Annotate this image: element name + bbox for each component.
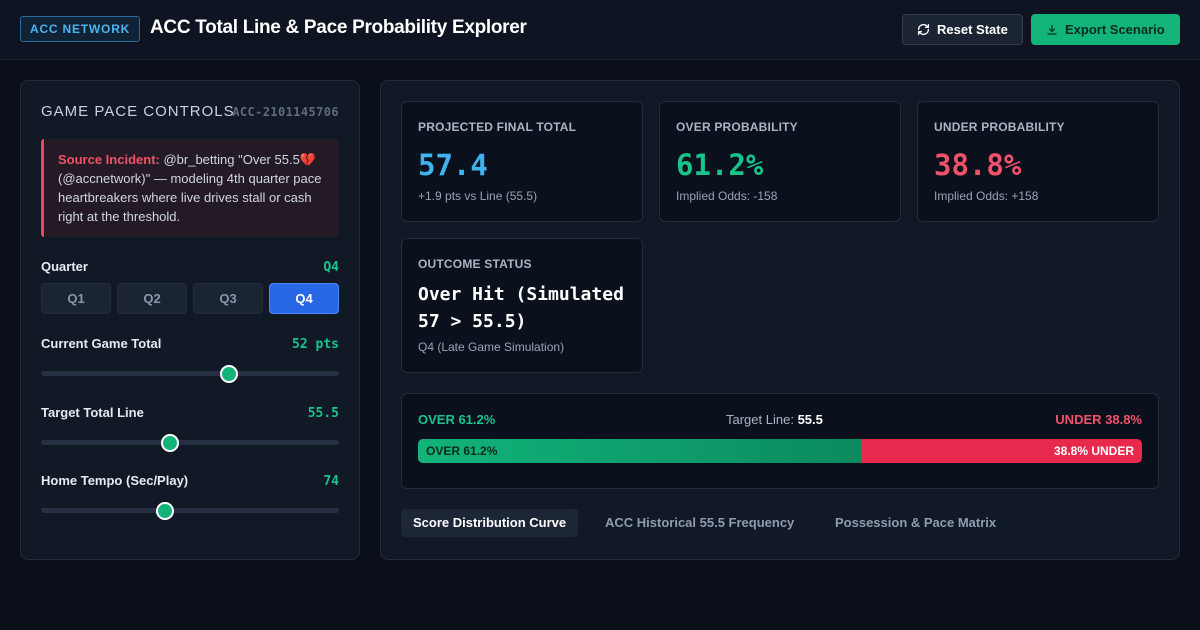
app-title: ACC Total Line & Pace Probability Explor… (150, 17, 527, 38)
target-line-heading: Target Line: 55.5 (726, 412, 823, 427)
tab-possession-pace-matrix[interactable]: Possession & Pace Matrix (835, 515, 997, 530)
over-probability-card: OVER PROBABILITY 61.2% Implied Odds: -15… (659, 101, 901, 222)
brand-badge: ACC NETWORK (20, 16, 141, 42)
over-probability-heading: OVER 61.2% (418, 412, 496, 427)
quarter-selector: Q1 Q2 Q3 Q4 (41, 283, 339, 314)
over-implied-odds: Implied Odds: -158 (676, 189, 778, 203)
home-tempo-label: Home Tempo (Sec/Play) (41, 473, 189, 488)
under-probability-heading: UNDER 38.8% (1055, 412, 1142, 427)
outcome-status-card: OUTCOME STATUS Over Hit (Simulated 57 > … (401, 238, 643, 373)
under-segment-label: 38.8% UNDER (1053, 444, 1134, 458)
reset-state-label: Reset State (937, 22, 1008, 37)
reset-state-button[interactable]: Reset State (902, 14, 1023, 45)
scenario-id: ACC-2101145706 (232, 105, 339, 119)
quarter-option-q2[interactable]: Q2 (117, 283, 187, 314)
slider-thumb[interactable] (156, 502, 174, 520)
probability-split-card: OVER 61.2% Target Line: 55.5 UNDER 38.8%… (401, 393, 1159, 489)
under-probability-card: UNDER PROBABILITY 38.8% Implied Odds: +1… (917, 101, 1159, 222)
refresh-icon (917, 23, 930, 36)
current-game-total-label: Current Game Total (41, 336, 162, 351)
app-header: ACC NETWORK ACC Total Line & Pace Probab… (0, 0, 1200, 60)
panel-title: GAME PACE CONTROLS (41, 103, 235, 120)
outcome-status-sub: Q4 (Late Game Simulation) (418, 340, 565, 354)
quarter-label: Quarter (41, 259, 88, 274)
export-scenario-button[interactable]: Export Scenario (1031, 14, 1180, 45)
export-scenario-label: Export Scenario (1065, 22, 1165, 37)
slider-track (41, 508, 339, 513)
slider-track (41, 440, 339, 445)
outcome-status-label: OUTCOME STATUS (418, 257, 532, 271)
over-probability-value: 61.2% (676, 148, 764, 182)
source-incident-text: @br_betting "Over 55.5💔 (@accnetwork)" —… (58, 152, 322, 224)
target-line-value: 55.5 (797, 412, 823, 427)
results-panel: PROJECTED FINAL TOTAL 57.4 +1.9 pts vs L… (380, 80, 1180, 560)
under-probability-value: 38.8% (934, 148, 1022, 182)
slider-thumb[interactable] (220, 365, 238, 383)
projected-total-value: 57.4 (418, 148, 488, 182)
tab-acc-historical-frequency[interactable]: ACC Historical 55.5 Frequency (605, 515, 795, 530)
home-tempo-value: 74 (323, 474, 339, 489)
under-implied-odds: Implied Odds: +158 (934, 189, 1039, 203)
target-total-line-value: 55.5 (307, 406, 339, 421)
current-game-total-value: 52 pts (292, 337, 339, 352)
slider-track (41, 371, 339, 376)
outcome-status-value: Over Hit (Simulated 57 > 55.5) (418, 284, 624, 332)
quarter-option-q1[interactable]: Q1 (41, 283, 111, 314)
over-probability-label: OVER PROBABILITY (676, 120, 798, 134)
projected-total-delta: +1.9 pts vs Line (55.5) (418, 189, 538, 203)
game-pace-controls-panel: GAME PACE CONTROLS ACC-2101145706 Source… (20, 80, 360, 560)
projected-total-card: PROJECTED FINAL TOTAL 57.4 +1.9 pts vs L… (401, 101, 643, 222)
source-incident-callout: Source Incident: @br_betting "Over 55.5💔… (41, 139, 339, 237)
source-incident-label: Source Incident: (58, 152, 160, 167)
probability-split-bar: OVER 61.2% 38.8% UNDER (418, 439, 1142, 463)
target-total-line-label: Target Total Line (41, 405, 144, 420)
current-game-total-slider[interactable] (41, 365, 339, 383)
download-icon (1047, 24, 1057, 35)
under-probability-label: UNDER PROBABILITY (934, 120, 1065, 134)
over-segment: OVER 61.2% (418, 439, 862, 463)
quarter-option-q3[interactable]: Q3 (193, 283, 263, 314)
target-line-label: Target Line: (726, 412, 794, 427)
quarter-value: Q4 (323, 260, 339, 275)
home-tempo-slider[interactable] (41, 502, 339, 520)
tab-score-distribution-curve[interactable]: Score Distribution Curve (401, 509, 579, 537)
projected-total-label: PROJECTED FINAL TOTAL (418, 120, 577, 134)
slider-thumb[interactable] (161, 434, 179, 452)
quarter-option-q4[interactable]: Q4 (269, 283, 339, 314)
target-total-line-slider[interactable] (41, 434, 339, 452)
